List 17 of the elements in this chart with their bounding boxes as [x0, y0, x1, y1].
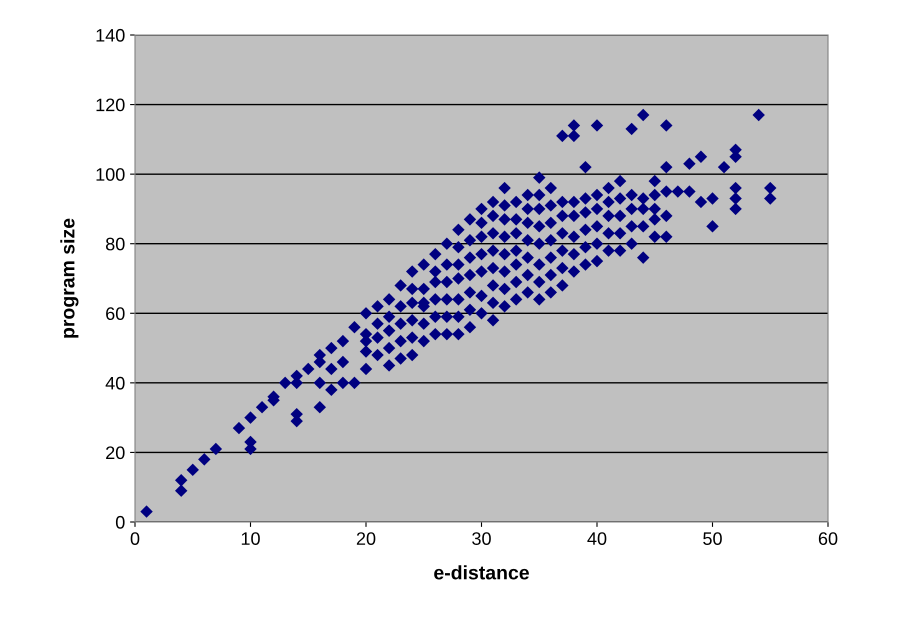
x-tick-label: 40 — [587, 532, 606, 545]
y-tick-label: 20 — [106, 446, 125, 460]
y-tick-label: 40 — [106, 376, 125, 390]
y-tick-label: 0 — [116, 516, 125, 529]
x-tick-label: 60 — [818, 532, 838, 545]
x-tick-label: 0 — [130, 532, 140, 545]
y-tick-label: 140 — [96, 28, 125, 42]
y-tick-label: 80 — [106, 238, 125, 250]
x-tick-label: 10 — [242, 532, 260, 545]
y-tick-label: 120 — [96, 98, 125, 112]
x-tick-label: 50 — [703, 532, 722, 545]
y-axis-title: program size — [60, 218, 78, 338]
y-tick-label: 60 — [106, 307, 125, 320]
x-axis-title: e-distance — [434, 565, 529, 580]
y-tick-label: 100 — [96, 168, 125, 181]
x-tick-label: 30 — [472, 532, 491, 545]
x-tick-label: 20 — [356, 532, 376, 545]
